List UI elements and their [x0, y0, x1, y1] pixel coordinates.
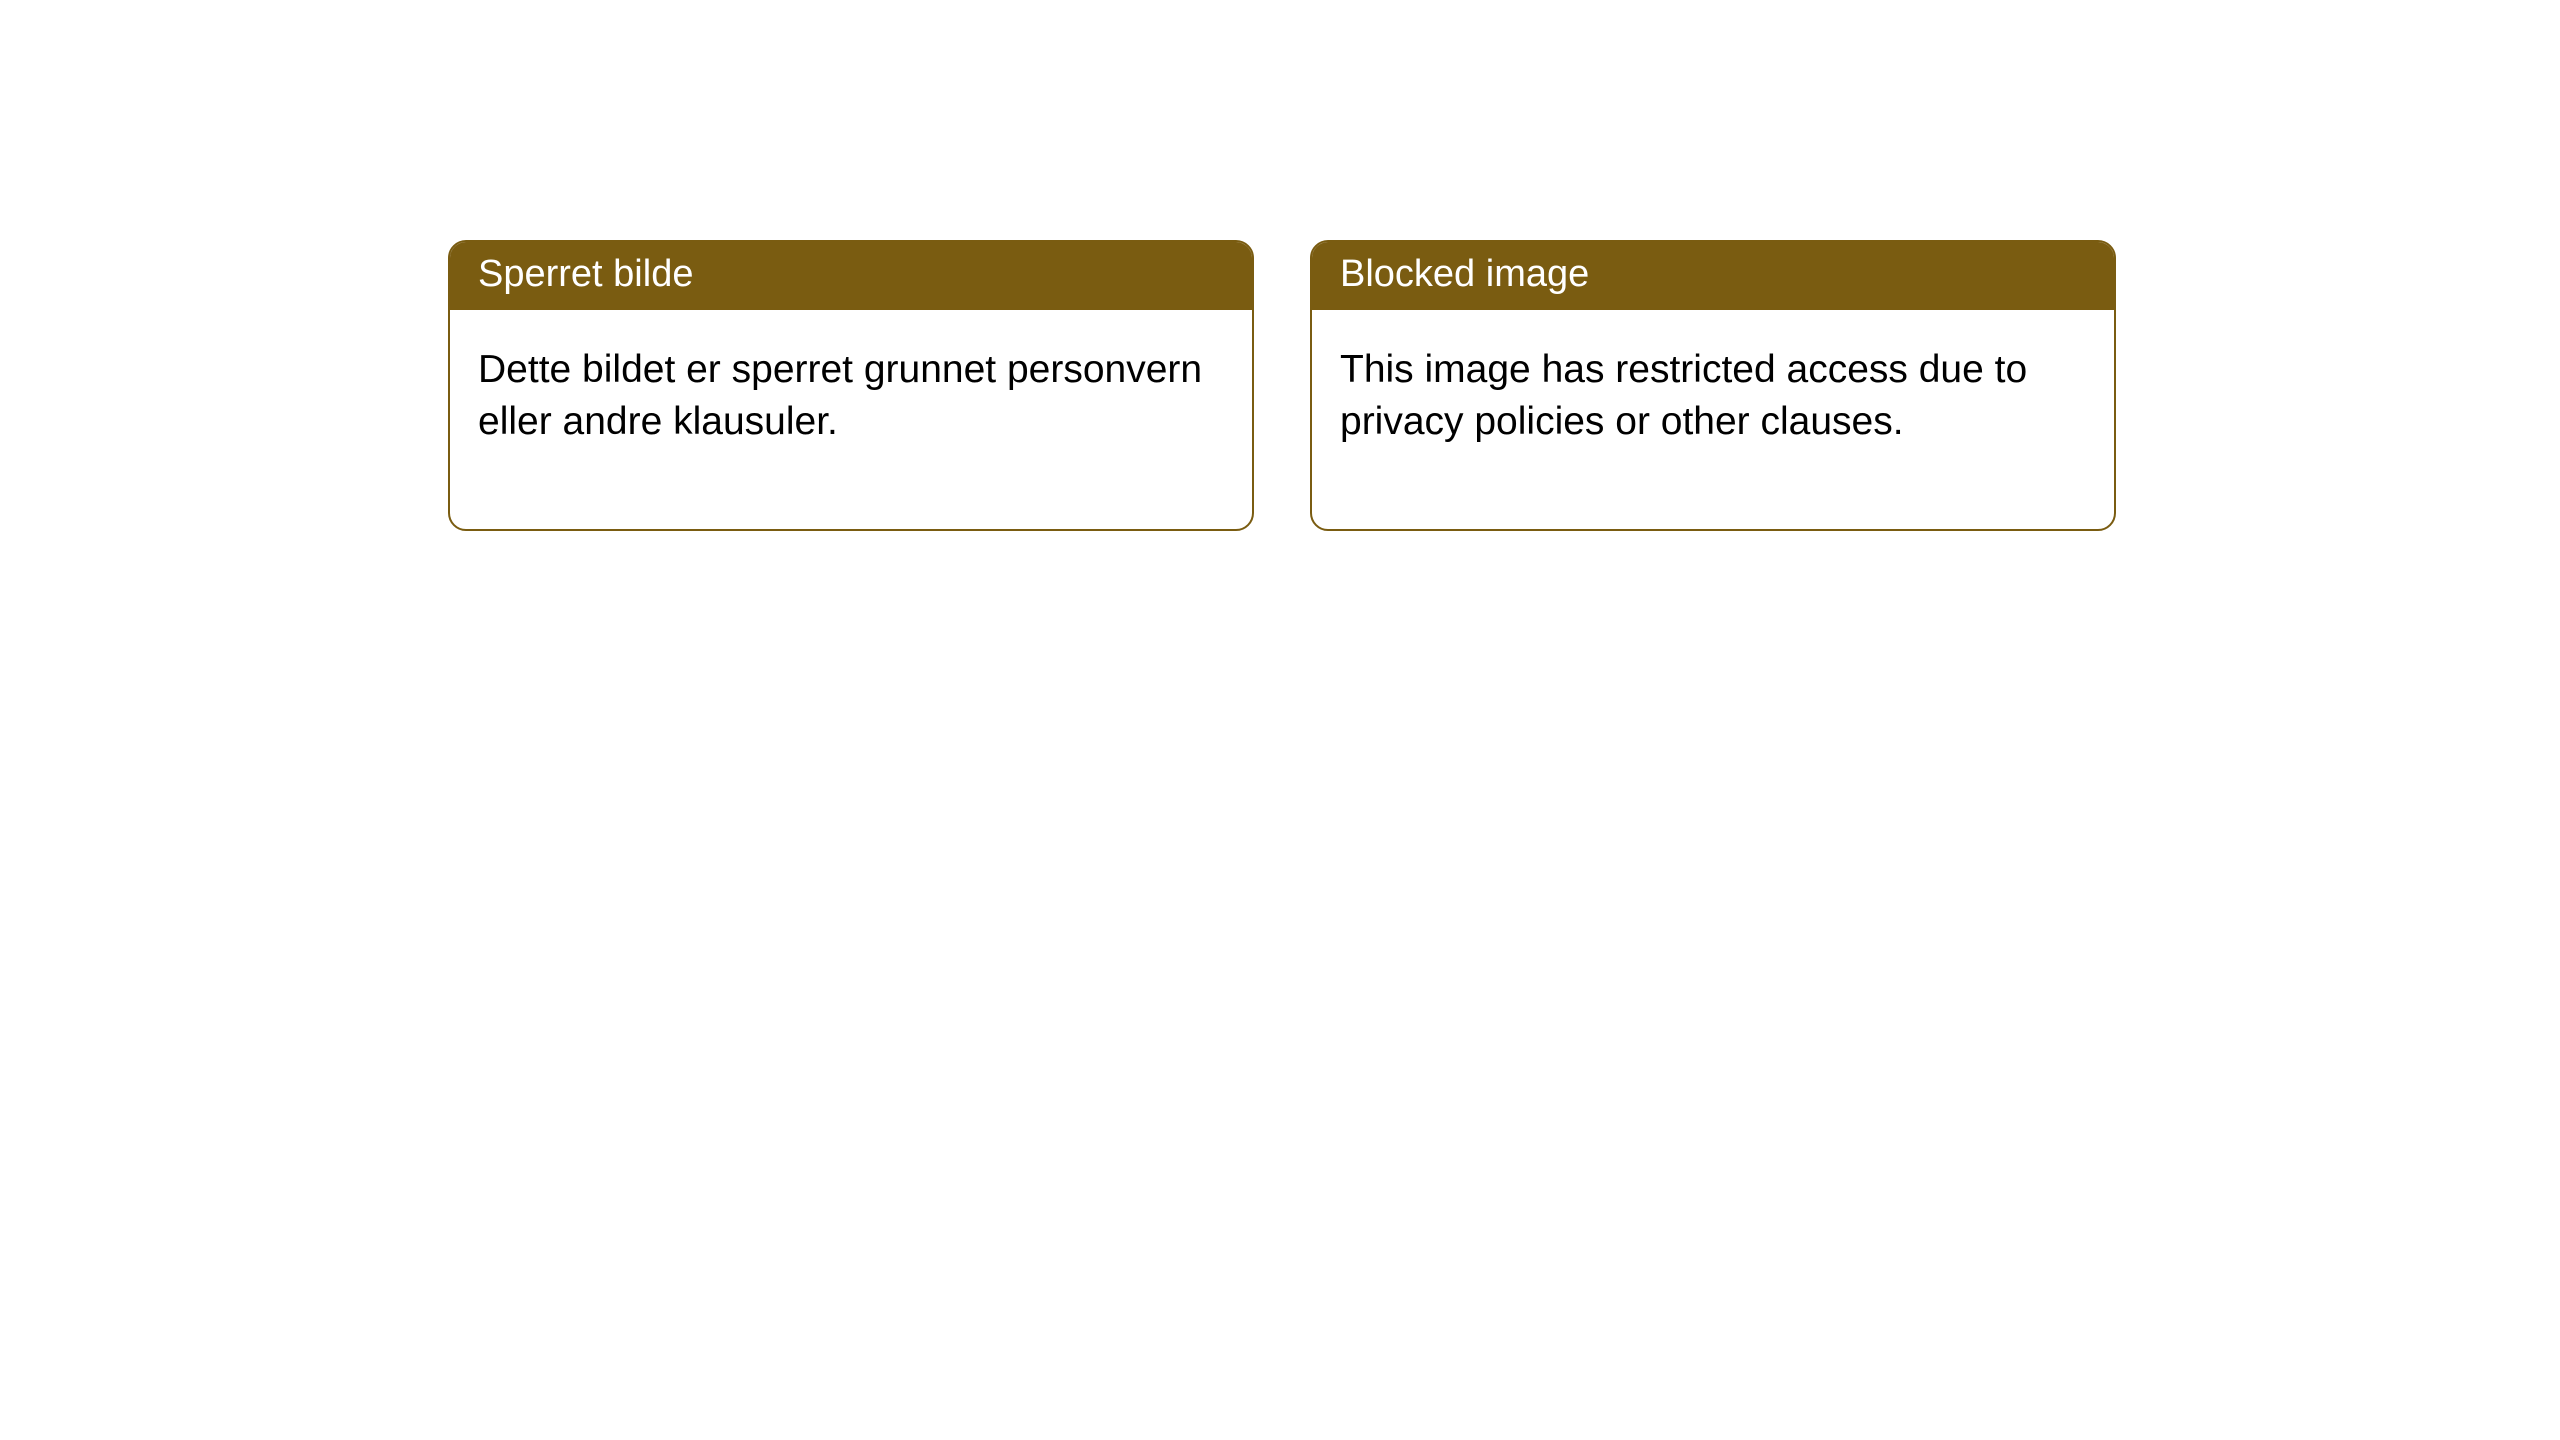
- notice-body-text: Dette bildet er sperret grunnet personve…: [450, 310, 1252, 529]
- notice-title: Blocked image: [1312, 242, 2114, 310]
- notice-container: Sperret bilde Dette bildet er sperret gr…: [0, 0, 2560, 531]
- notice-card-norwegian: Sperret bilde Dette bildet er sperret gr…: [448, 240, 1254, 531]
- notice-card-english: Blocked image This image has restricted …: [1310, 240, 2116, 531]
- notice-body-text: This image has restricted access due to …: [1312, 310, 2114, 529]
- notice-title: Sperret bilde: [450, 242, 1252, 310]
